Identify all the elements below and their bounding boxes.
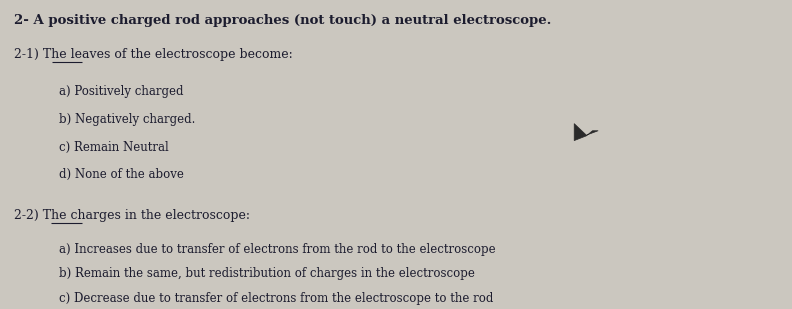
Text: d) None of the above: d) None of the above [59,168,185,181]
Text: c) Remain Neutral: c) Remain Neutral [59,141,169,154]
Text: 2-2) The charges in the electroscope:: 2-2) The charges in the electroscope: [14,209,250,222]
Text: a) Positively charged: a) Positively charged [59,85,184,98]
Text: c) Decrease due to transfer of electrons from the electroscope to the rod: c) Decrease due to transfer of electrons… [59,292,493,305]
Text: a) Increases due to transfer of electrons from the rod to the electroscope: a) Increases due to transfer of electron… [59,243,496,256]
Text: b) Remain the same, but redistribution of charges in the electroscope: b) Remain the same, but redistribution o… [59,267,475,280]
Text: b) Negatively charged.: b) Negatively charged. [59,113,196,126]
Text: 2-1) The leaves of the electroscope become:: 2-1) The leaves of the electroscope beco… [14,48,293,61]
Polygon shape [574,124,598,141]
Text: 2- A positive charged rod approaches (not touch) a neutral electroscope.: 2- A positive charged rod approaches (no… [14,14,552,27]
